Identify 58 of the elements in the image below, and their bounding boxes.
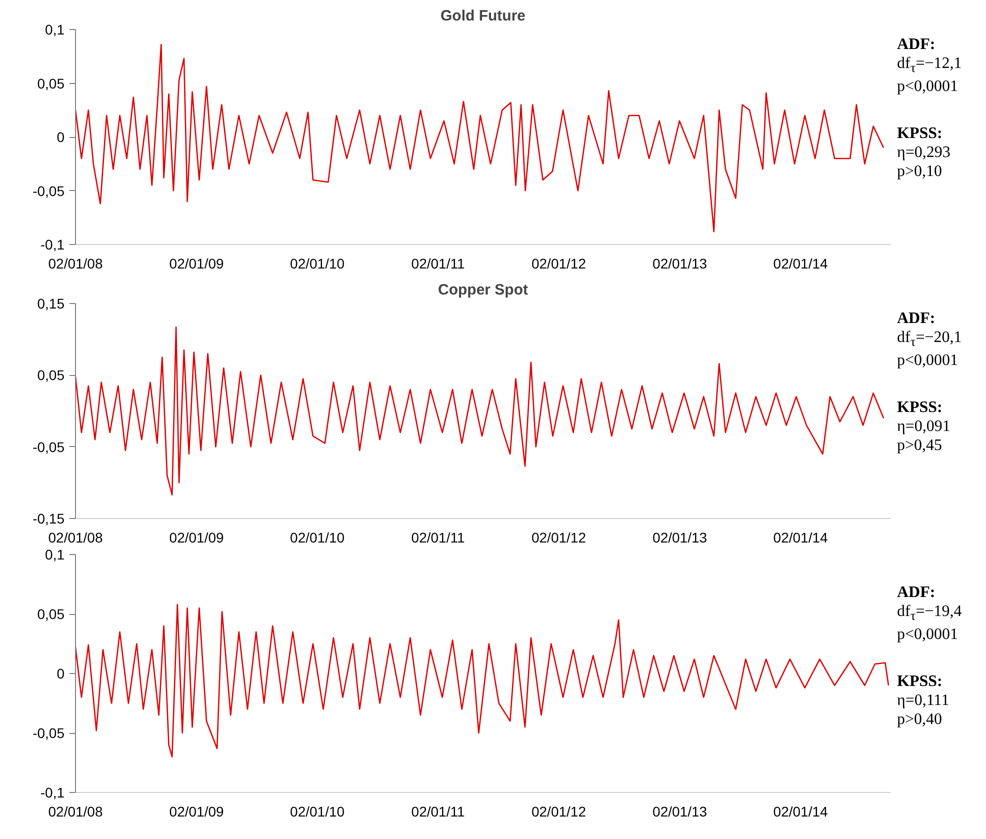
text: p<0,0001 (897, 625, 960, 644)
text: df$_{τ}$=−19,4 (897, 602, 962, 626)
y-tick-label: -0,05 (32, 182, 65, 199)
x-tick-label: 02/01/13 (652, 530, 708, 546)
line-series (76, 44, 884, 232)
x-tick-label: 02/01/08 (48, 804, 103, 820)
y-tick-label: 0,1 (45, 546, 65, 562)
text: η=0,091 (897, 417, 952, 436)
y-tick-label: -0,05 (32, 438, 65, 455)
x-tick-label: 02/01/13 (652, 256, 708, 272)
text: p>0,40 (897, 710, 944, 730)
text: η=0,293 (897, 143, 952, 162)
y-tick-label: 0,05 (37, 75, 65, 92)
y-tick-label: -0,1 (40, 784, 65, 800)
y-tick-label: 0,15 (37, 296, 65, 312)
y-tick-label: -0,05 (32, 725, 65, 741)
y-tick-label: 0 (56, 129, 65, 145)
text: KPSS: (897, 124, 944, 144)
text: p<0,0001 (897, 351, 960, 370)
x-tick-label: 02/01/11 (411, 804, 465, 820)
text: p>0,45 (897, 436, 944, 456)
x-tick-label: 02/01/09 (169, 804, 224, 820)
x-tick-label: 02/01/12 (531, 804, 586, 820)
x-tick-label: 02/01/08 (48, 530, 103, 546)
y-tick-label: 0,05 (37, 606, 65, 622)
x-tick-label: 02/01/10 (290, 256, 345, 272)
x-tick-label: 02/01/11 (411, 256, 465, 272)
x-tick-label: 02/01/13 (652, 804, 708, 820)
chart-title: Gold Future (440, 8, 526, 24)
y-tick-label: 0,1 (45, 22, 65, 38)
x-tick-label: 02/01/10 (290, 804, 345, 820)
x-tick-label: 02/01/09 (169, 256, 224, 272)
chart-title: Copper Spot (438, 282, 528, 298)
y-tick-label: 0 (56, 666, 65, 682)
text: p<0,0001 (897, 77, 960, 96)
text: ADF: (897, 309, 936, 328)
text: ADF: (897, 35, 936, 54)
text: KPSS: (897, 672, 944, 692)
text: ADF: (897, 583, 936, 602)
x-tick-label: 02/01/14 (773, 530, 828, 546)
x-tick-label: 02/01/08 (48, 256, 103, 272)
line-series (76, 326, 884, 496)
line-series (76, 604, 890, 758)
text: p>0,10 (897, 162, 944, 182)
x-tick-label: 02/01/14 (773, 804, 828, 820)
text: df$_{τ}$=−20,1 (897, 328, 962, 352)
y-tick-label: -0,1 (40, 236, 65, 252)
text: η=0,111 (897, 691, 950, 710)
x-tick-label: 02/01/11 (411, 530, 465, 546)
y-tick-label: -0,15 (32, 510, 65, 526)
x-tick-label: 02/01/12 (531, 530, 586, 546)
text: KPSS: (897, 398, 944, 418)
x-tick-label: 02/01/09 (169, 530, 224, 546)
x-tick-label: 02/01/10 (290, 530, 345, 546)
text: df$_{τ}$=−12,1 (897, 54, 962, 78)
x-tick-label: 02/01/14 (773, 256, 828, 272)
y-tick-label: 0,05 (37, 367, 65, 384)
x-tick-label: 02/01/12 (531, 256, 586, 272)
